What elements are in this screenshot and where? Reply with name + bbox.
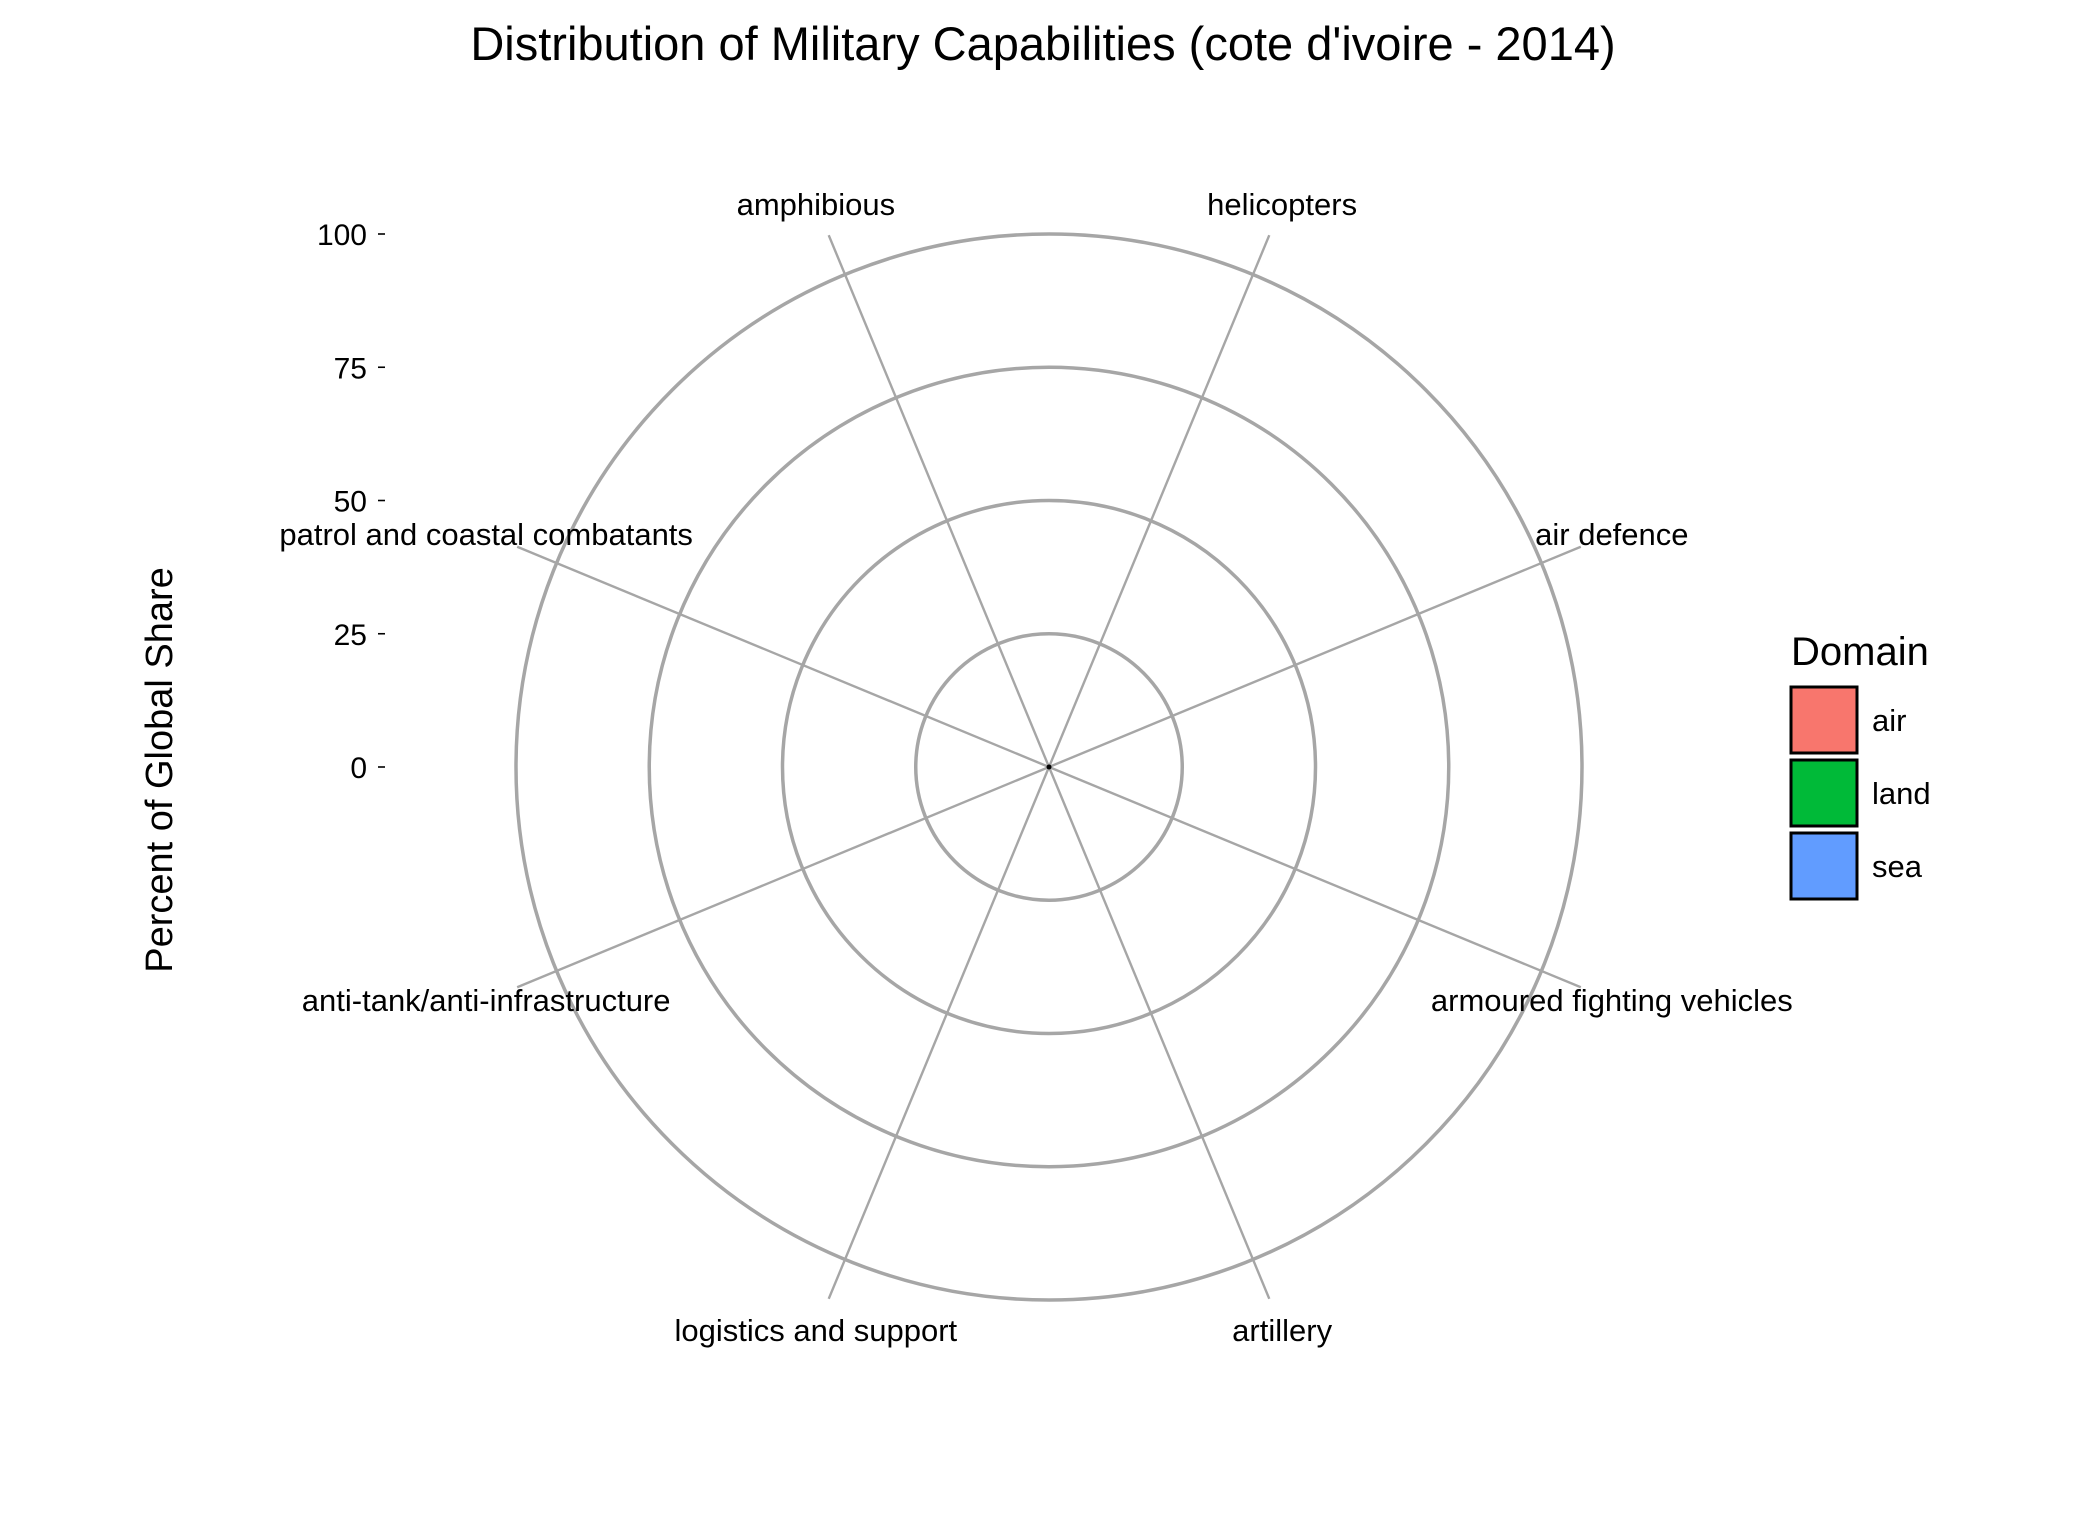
legend: Domain air land sea (1789, 630, 1931, 901)
spoke-helicopters (1047, 234, 1271, 768)
spoke-artillery (1047, 766, 1271, 1300)
y-tick-label-0: 0 (350, 752, 367, 785)
grid-circle-25 (914, 632, 1184, 902)
spoke-amphibious (827, 234, 1051, 768)
category-label-armoured-fighting-vehicles: armoured fighting vehicles (1431, 983, 1793, 1018)
legend-key-sea (1789, 831, 1859, 901)
y-tick-label-50: 50 (334, 486, 367, 519)
chart-title: Distribution of Military Capabilities (c… (470, 17, 1615, 70)
category-spokes (516, 234, 1582, 1300)
spoke-armoured-fighting-vehicles (1048, 765, 1582, 989)
category-label-helicopters: helicopters (1207, 187, 1357, 222)
spoke-anti-tank-anti-infrastructure (516, 765, 1050, 989)
grid-circle-50 (780, 498, 1318, 1036)
legend-label-air: air (1872, 703, 1906, 738)
spoke-patrol-and-coastal-combatants (516, 545, 1050, 769)
legend-title: Domain (1791, 630, 1929, 674)
spoke-logistics-and-support (827, 766, 1051, 1300)
y-axis-title: Percent of Global Share (139, 567, 181, 973)
category-label-air-defence: air defence (1535, 517, 1688, 552)
spoke-air-defence (1048, 545, 1582, 769)
data-wedges (1046, 764, 1052, 770)
y-tick-label-25: 25 (334, 619, 367, 652)
grid-circle-100 (514, 232, 1584, 1302)
y-tick-label-75: 75 (334, 352, 367, 385)
category-label-anti-tank-anti-infrastructure: anti-tank/anti-infrastructure (302, 983, 671, 1018)
legend-key-air (1789, 685, 1859, 755)
category-label-patrol-and-coastal-combatants: patrol and coastal combatants (279, 517, 693, 552)
y-tick-label-100: 100 (317, 219, 367, 252)
category-label-artillery: artillery (1232, 1313, 1332, 1348)
polar-grid (514, 232, 1584, 1302)
category-label-logistics-and-support: logistics and support (675, 1313, 958, 1348)
legend-key-land (1789, 758, 1859, 828)
y-axis: 0 25 50 75 100 (317, 219, 385, 785)
center-point (1046, 764, 1052, 770)
grid-circle-75 (647, 365, 1451, 1169)
legend-label-land: land (1872, 776, 1931, 811)
category-label-amphibious: amphibious (737, 187, 896, 222)
legend-label-sea: sea (1872, 849, 1923, 884)
category-labels: helicopters air defence armoured fighting … (279, 187, 1792, 1348)
